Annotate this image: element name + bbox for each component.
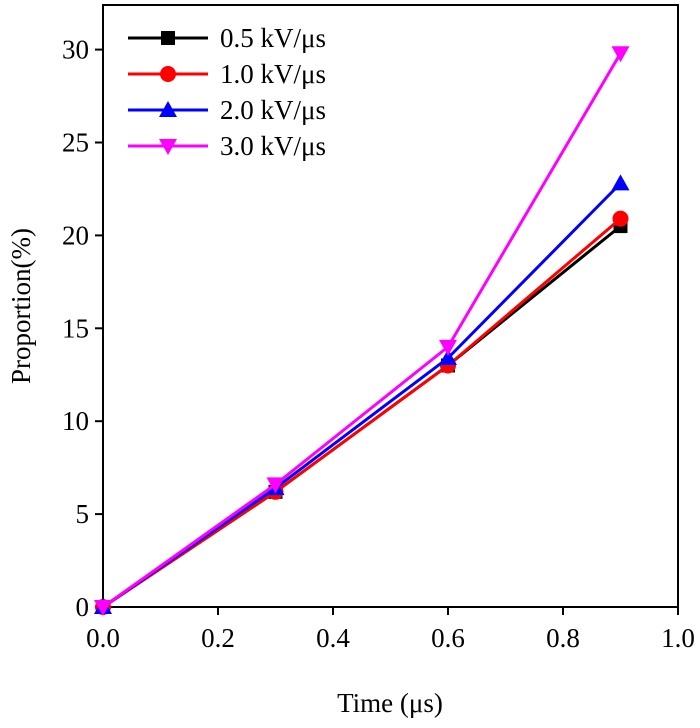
marker <box>439 339 457 356</box>
marker <box>611 174 630 191</box>
series-line <box>102 217 622 609</box>
legend-label: 1.0 kV/μs <box>220 59 326 89</box>
plot-frame <box>102 4 679 608</box>
marker <box>439 349 457 366</box>
x-axis-label: Time (μs) <box>337 688 443 718</box>
x-tick-label: 0.0 <box>86 623 120 653</box>
series-line <box>102 182 622 609</box>
marker <box>266 477 285 494</box>
y-tick-label: 10 <box>62 406 89 436</box>
x-tick-label: 1.0 <box>661 623 695 653</box>
legend-label: 2.0 kV/μs <box>220 95 326 125</box>
y-tick-label: 20 <box>62 220 89 250</box>
legend-marker <box>161 31 175 45</box>
y-tick-label: 25 <box>62 127 89 157</box>
x-tick-label: 0.6 <box>431 623 465 653</box>
legend-label: 3.0 kV/μs <box>220 131 326 161</box>
y-tick-label: 15 <box>62 313 89 343</box>
x-tick-label: 0.4 <box>316 623 350 653</box>
marker <box>611 46 630 63</box>
x-tick-label: 0.8 <box>546 623 580 653</box>
legend-marker <box>159 139 177 155</box>
y-tick-label: 0 <box>76 592 90 622</box>
y-tick-label: 30 <box>62 35 89 65</box>
marker <box>612 210 629 227</box>
x-tick-label: 0.2 <box>201 623 235 653</box>
legend-marker <box>159 101 177 117</box>
legend-label: 0.5 kV/μs <box>220 23 326 53</box>
legend-marker <box>160 66 176 82</box>
marker <box>94 600 112 616</box>
y-axis-label: Proportion(%) <box>6 228 36 384</box>
y-tick-label: 5 <box>76 499 90 529</box>
series-line <box>102 52 622 609</box>
